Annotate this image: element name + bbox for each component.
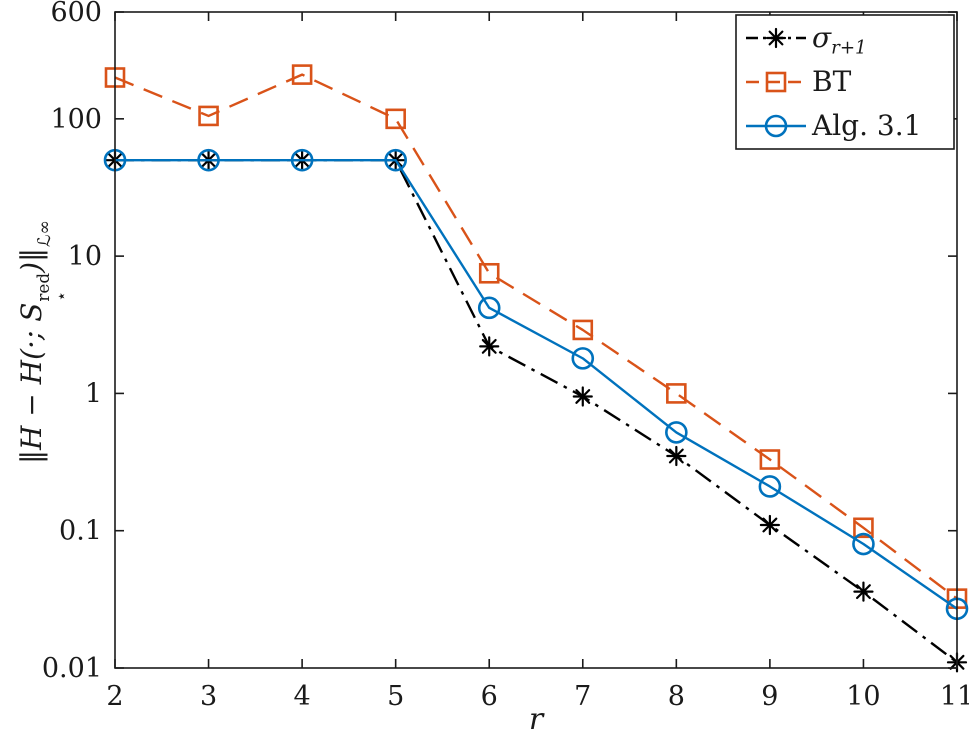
y-axis-label-pre: ‖H − H(·; S: [15, 302, 48, 465]
x-tick-label: 3: [200, 681, 217, 712]
x-tick-label: 5: [387, 681, 404, 712]
legend-label-sigma: σr+1: [812, 19, 867, 59]
legend-label-sigma-sub: r+1: [831, 37, 867, 59]
y-tick-label: 100: [50, 104, 102, 135]
y-tick-label: 0.01: [42, 653, 102, 684]
legend-label-sigma-base: σ: [812, 21, 832, 54]
x-tick-label: 6: [481, 681, 498, 712]
y-axis-label-post: )‖: [15, 247, 48, 273]
y-axis-label-norm-sub: ℒ∞: [34, 219, 55, 247]
x-axis-label: r: [528, 702, 544, 737]
series-sigma_r+1: [104, 150, 968, 673]
legend: [735, 14, 955, 150]
x-tick-label: 7: [574, 681, 591, 712]
x-tick-label: 11: [940, 681, 969, 712]
axes: 2 3 4 5 6 7 8 9 10 11 0.01 0.1 1 10 100 600: [42, 0, 969, 712]
legend-label-alg: Alg. 3.1: [812, 109, 922, 142]
y-tick-label: 600: [50, 0, 102, 28]
y-tick-label: 0.1: [59, 516, 102, 547]
series-BT: [104, 64, 968, 609]
x-tick-label: 8: [668, 681, 685, 712]
x-tick-label: 2: [106, 681, 123, 712]
y-axis-label-scripts: red ⋆: [33, 273, 72, 302]
y-tick-label: 10: [68, 241, 102, 272]
legend-label-bt: BT: [812, 65, 852, 98]
x-tick-label: 10: [846, 681, 880, 712]
y-tick-label: 1: [85, 378, 102, 409]
x-tick-label: 9: [761, 681, 778, 712]
y-axis-label-sub: ⋆: [51, 291, 72, 302]
series-Alg. 3.1: [103, 148, 969, 621]
x-tick-label: 4: [294, 681, 311, 712]
